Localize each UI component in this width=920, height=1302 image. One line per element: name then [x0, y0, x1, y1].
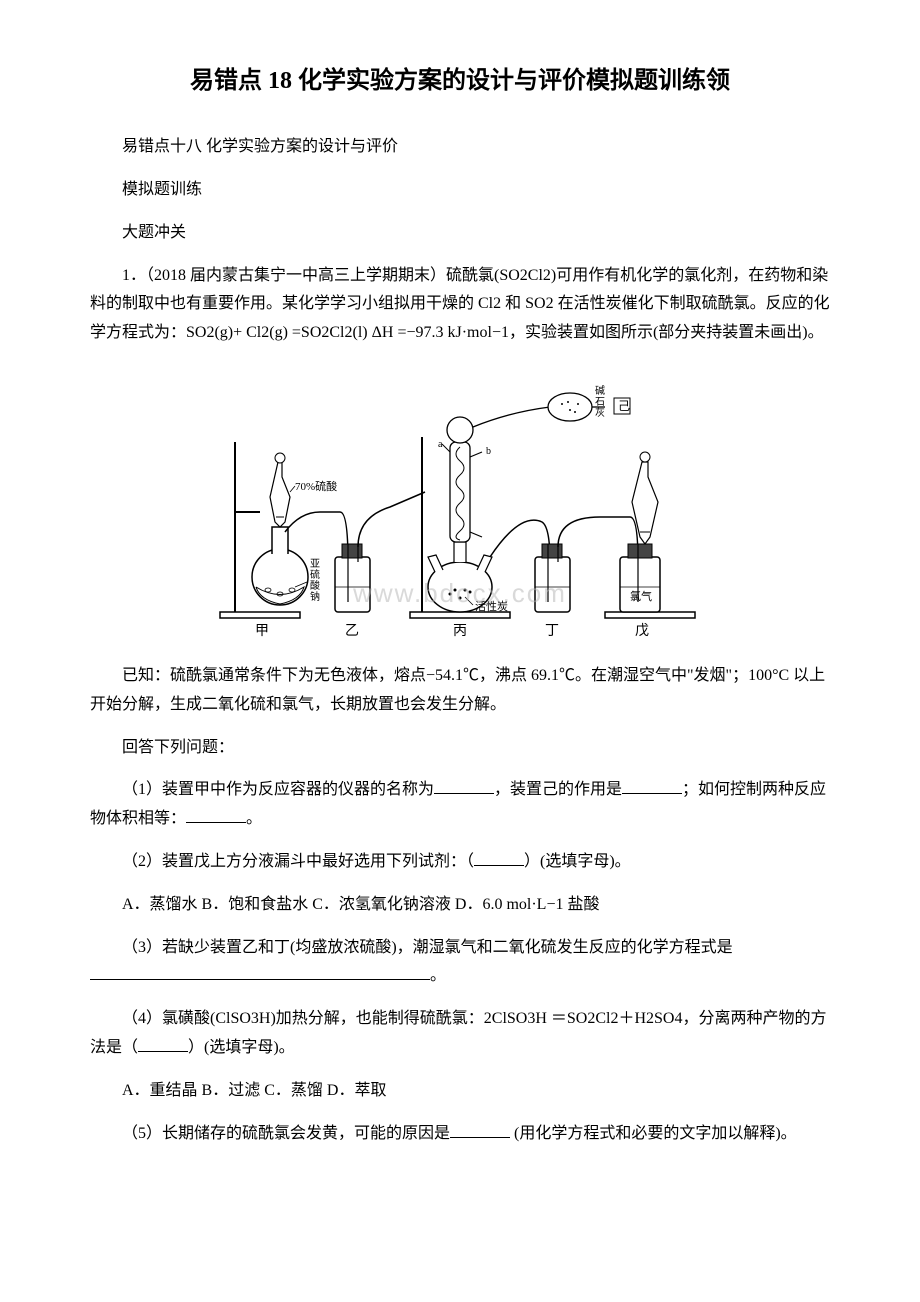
apparatus-diagram: 70%硫酸 亚 硫 酸 钠 — [90, 362, 830, 642]
svg-text:钠: 钠 — [310, 590, 320, 603]
label-carbon: 活性炭 — [475, 599, 508, 613]
blank-1a — [434, 778, 494, 794]
sub3-text-b: 。 — [430, 967, 446, 984]
blank-4 — [138, 1036, 188, 1052]
sub4-text-b: ）(选填字母)。 — [188, 1039, 295, 1056]
options-4: A．重结晶 B．过滤 C．蒸馏 D．萃取 — [90, 1077, 830, 1106]
subtitle-1: 易错点十八 化学实验方案的设计与评价 — [90, 133, 830, 162]
blank-1c — [186, 807, 246, 823]
label-lime: 碱 — [595, 385, 605, 397]
blank-3 — [90, 964, 430, 980]
known-info: 已知：硫酰氯通常条件下为无色液体，熔点−54.1℃，沸点 69.1℃。在潮湿空气… — [90, 662, 830, 720]
svg-text:灰: 灰 — [595, 406, 605, 419]
label-chlorine: 氯气 — [630, 589, 652, 603]
sub-question-4: （4）氯磺酸(ClSO3H)加热分解，也能制得硫酰氯：2ClSO3H ＝SO2C… — [90, 1005, 830, 1063]
sub-question-5: （5）长期储存的硫酰氯会发黄，可能的原因是 (用化学方程式和必要的文字加以解释)… — [90, 1120, 830, 1149]
sub5-text-b: (用化学方程式和必要的文字加以解释)。 — [510, 1125, 797, 1142]
svg-text:石: 石 — [595, 397, 605, 408]
sub3-text-a: （3）若缺少装置乙和丁(均盛放浓硫酸)，潮湿氯气和二氧化硫发生反应的化学方程式是 — [122, 939, 733, 956]
sub-question-3: （3）若缺少装置乙和丁(均盛放浓硫酸)，潮湿氯气和二氧化硫发生反应的化学方程式是… — [90, 934, 830, 992]
blank-2 — [474, 850, 524, 866]
label-jia: 甲 — [255, 624, 269, 639]
label-sulfuric: 70%硫酸 — [295, 479, 337, 493]
label-bing: 丙 — [453, 624, 467, 639]
label-yi: 乙 — [345, 623, 359, 639]
subtitle-3: 大题冲关 — [90, 219, 830, 248]
sub-question-2: （2）装置戊上方分液漏斗中最好选用下列试剂：（ ）(选填字母)。 — [90, 848, 830, 877]
label-ji: 己 — [618, 399, 630, 413]
label-b: b — [486, 446, 491, 457]
blank-1b — [622, 778, 682, 794]
question-1-stem: 1．（2018 届内蒙古集宁一中高三上学期期末）硫酰氯(SO2Cl2)可用作有机… — [90, 262, 830, 348]
svg-text:硫: 硫 — [310, 568, 320, 581]
sub1-text-a: （1）装置甲中作为反应容器的仪器的名称为 — [122, 781, 434, 798]
sub2-text-a: （2）装置戊上方分液漏斗中最好选用下列试剂：（ — [122, 853, 474, 870]
blank-5 — [450, 1122, 510, 1138]
options-2: A．蒸馏水 B．饱和食盐水 C．浓氢氧化钠溶液 D．6.0 mol·L−1 盐酸 — [90, 891, 830, 920]
label-wu: 戊 — [635, 623, 649, 639]
subtitle-2: 模拟题训练 — [90, 176, 830, 205]
answer-header: 回答下列问题： — [90, 734, 830, 763]
label-sodium-sulfite: 亚 — [310, 559, 320, 570]
svg-text:酸: 酸 — [310, 579, 320, 592]
chemistry-apparatus-svg: 70%硫酸 亚 硫 酸 钠 — [200, 362, 720, 642]
sub-question-1: （1）装置甲中作为反应容器的仪器的名称为，装置己的作用是；如何控制两种反应物体积… — [90, 776, 830, 834]
sub1-text-b: ，装置己的作用是 — [494, 781, 622, 798]
sub2-text-b: ）(选填字母)。 — [524, 853, 631, 870]
sub5-text-a: （5）长期储存的硫酰氯会发黄，可能的原因是 — [122, 1125, 450, 1142]
sub1-text-d: 。 — [246, 810, 262, 827]
page-title: 易错点 18 化学实验方案的设计与评价模拟题训练领 — [90, 60, 830, 103]
label-ding: 丁 — [545, 624, 559, 639]
